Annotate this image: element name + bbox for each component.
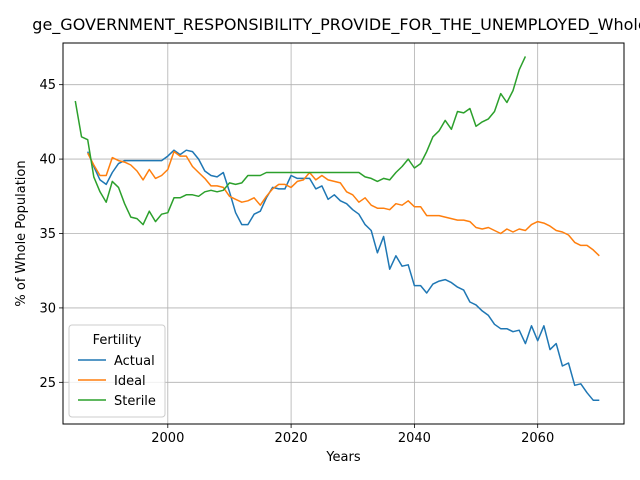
legend-box [68,324,166,418]
legend-title: Fertility [93,333,142,348]
legend-label-ideal: Ideal [114,374,146,389]
legend-items: Actual Ideal Sterile [78,354,156,409]
x-axis-ticks: 2000 2020 2040 2060 [151,424,554,446]
legend-label-sterile: Sterile [114,394,156,409]
chart-title: ge_GOVERNMENT_RESPONSIBILITY_PROVIDE_FOR… [32,15,640,35]
series-line-sterile [74,56,527,226]
y-tick-label: 35 [39,227,56,242]
y-tick-label: 40 [39,153,56,168]
x-tick-label: 2020 [275,431,308,446]
plot-lines [74,56,600,401]
series-line-ideal [87,150,600,257]
series-line-actual [87,149,600,401]
legend-label-actual: Actual [114,354,155,369]
y-tick-label: 45 [39,78,56,93]
legend: Fertility Actual Ideal Sterile [68,324,166,418]
x-axis-label: Years [325,450,361,465]
y-axis-label: % of Whole Population [14,160,29,306]
x-tick-label: 2040 [398,431,431,446]
y-tick-label: 30 [39,301,56,316]
y-axis-ticks: 25 30 35 40 45 [39,78,63,391]
x-tick-label: 2060 [521,431,554,446]
y-tick-label: 25 [39,376,56,391]
x-tick-label: 2000 [151,431,184,446]
